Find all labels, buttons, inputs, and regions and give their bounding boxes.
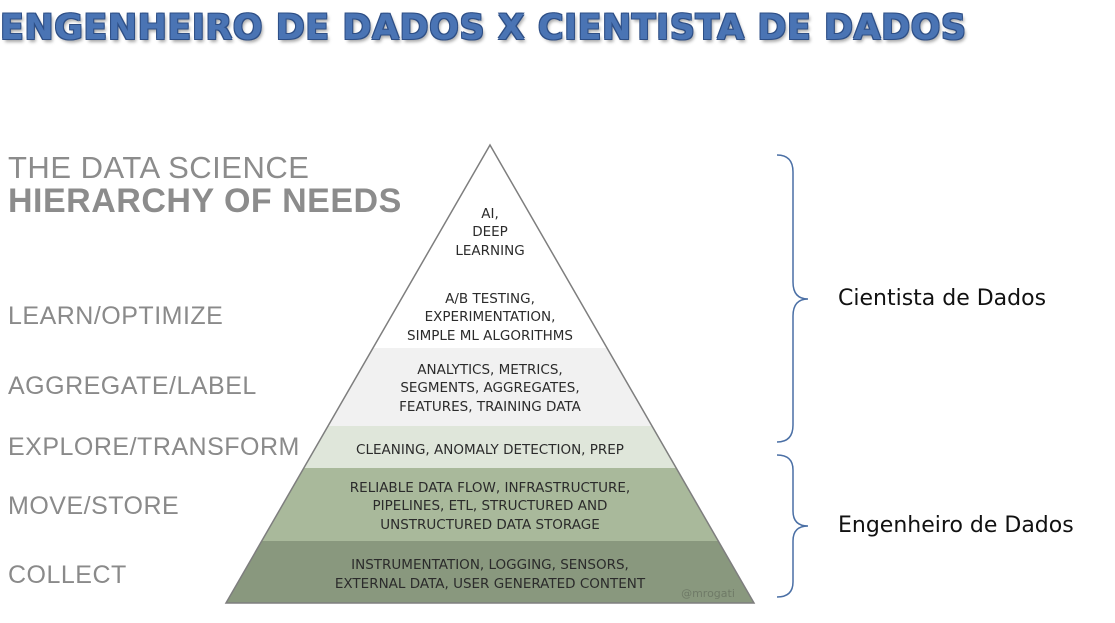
- tier-analytics-line3: FEATURES, TRAINING DATA: [399, 399, 581, 415]
- role-label-scientist: Cientista de Dados: [838, 286, 1047, 311]
- level-label-aggregate-label: AGGREGATE/LABEL: [8, 372, 257, 400]
- tier-data-flow-line3: UNSTRUCTURED DATA STORAGE: [380, 517, 600, 533]
- tier-cleaning-line1: CLEANING, ANOMALY DETECTION, PREP: [356, 442, 624, 458]
- level-label-learn-optimize: LEARN/OPTIMIZE: [8, 302, 224, 330]
- level-label-explore-transform: EXPLORE/TRANSFORM: [8, 433, 300, 461]
- tier-ab-testing-line3: SIMPLE ML ALGORITHMS: [407, 328, 573, 344]
- tier-ai-line1: AI,: [481, 206, 499, 222]
- tier-ai-line2: DEEP: [472, 224, 508, 240]
- slide-title: ENGENHEIRO DE DADOS X CIENTISTA DE DADOS: [0, 8, 967, 48]
- pyramid-outline: [224, 143, 756, 604]
- level-label-collect: COLLECT: [8, 561, 127, 589]
- scientist-bracket: [776, 154, 809, 443]
- tier-instrumentation-line1: INSTRUMENTATION, LOGGING, SENSORS,: [351, 557, 629, 573]
- hierarchy-heading: THE DATA SCIENCE HIERARCHY OF NEEDS: [8, 152, 402, 218]
- tier-instrumentation-fill: [226, 541, 754, 603]
- tier-ab-testing-line2: EXPERIMENTATION,: [425, 309, 556, 325]
- tier-ab-testing-line1: A/B TESTING,: [445, 291, 535, 307]
- tier-data-flow-line1: RELIABLE DATA FLOW, INFRASTRUCTURE,: [350, 480, 630, 496]
- level-label-move-store: MOVE/STORE: [8, 492, 180, 520]
- role-label-engineer: Engenheiro de Dados: [838, 513, 1074, 538]
- tier-data-flow-fill: [226, 468, 754, 541]
- tier-analytics-line1: ANALYTICS, METRICS,: [417, 362, 562, 378]
- hierarchy-heading-line2: HIERARCHY OF NEEDS: [8, 182, 402, 220]
- hierarchy-heading-line1: THE DATA SCIENCE: [8, 150, 310, 185]
- tier-analytics-line2: SEGMENTS, AGGREGATES,: [400, 380, 579, 396]
- tier-data-flow-line2: PIPELINES, ETL, STRUCTURED AND: [373, 498, 608, 514]
- tier-instrumentation-line2: EXTERNAL DATA, USER GENERATED CONTENT: [335, 576, 646, 592]
- tier-ai-line3: LEARNING: [455, 243, 524, 259]
- engineer-bracket: [776, 454, 809, 598]
- watermark-credit: @mrogati: [681, 587, 735, 600]
